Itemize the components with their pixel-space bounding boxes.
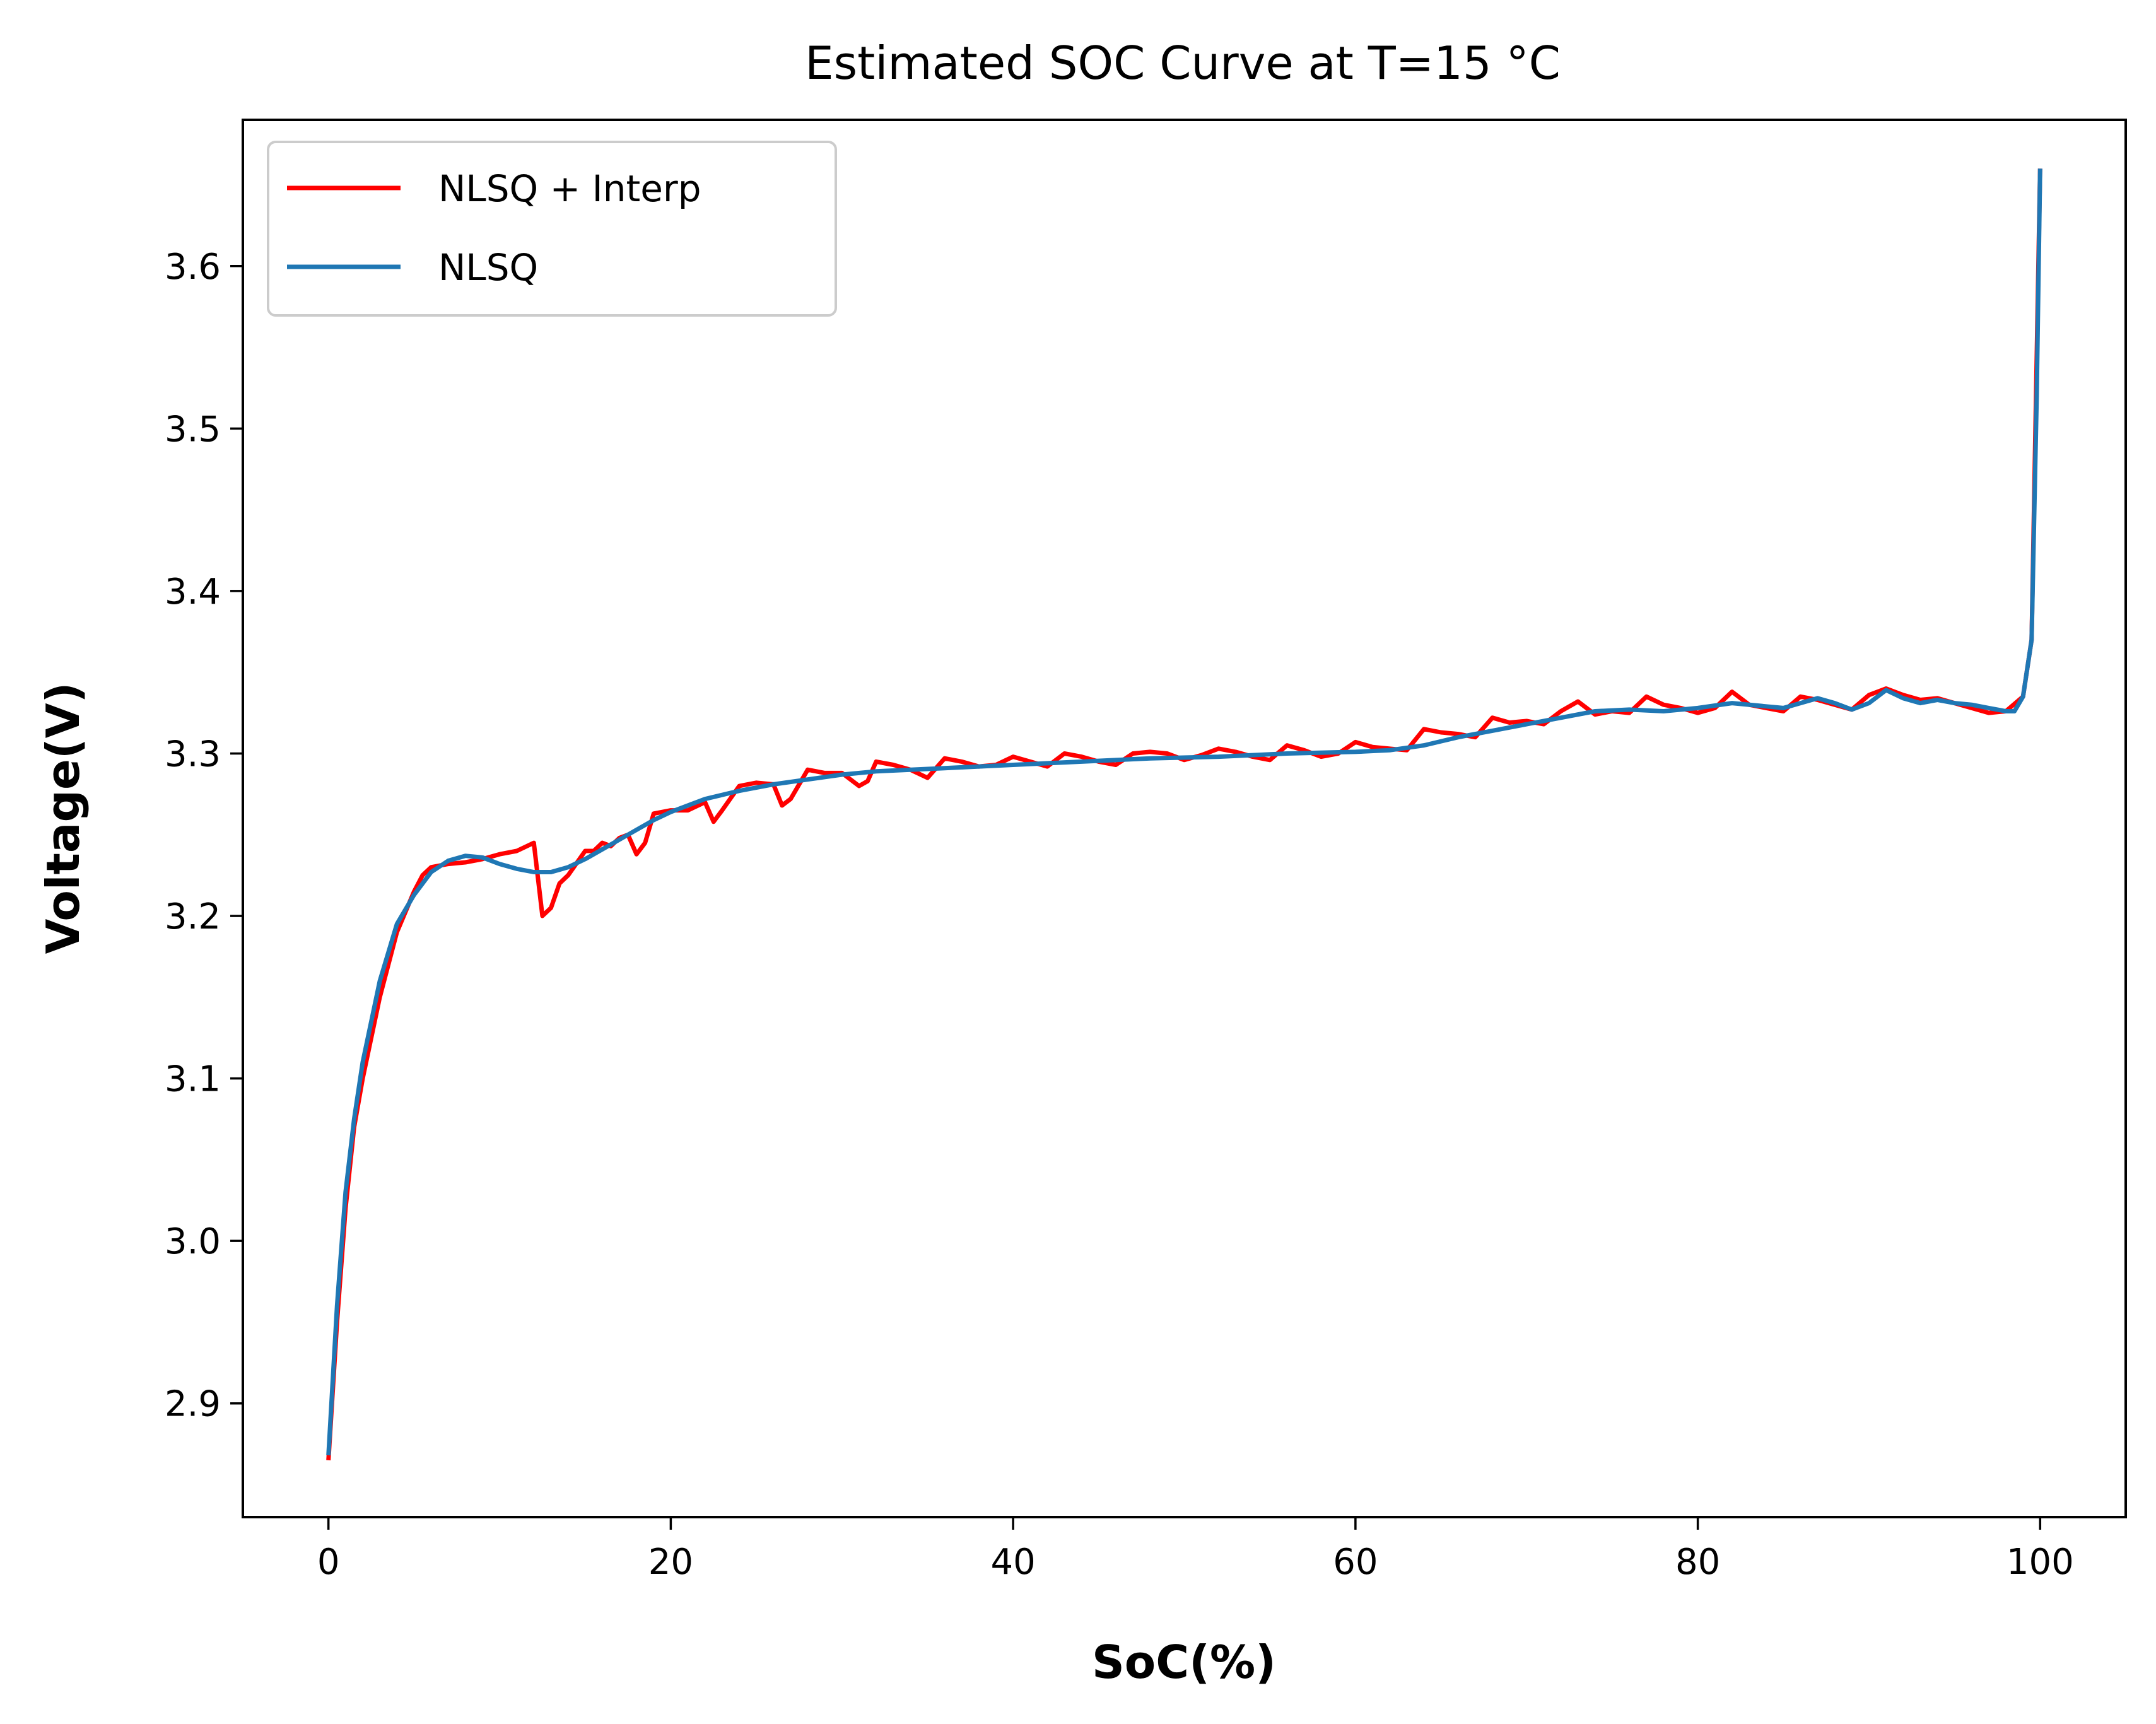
x-axis-label: SoC(%) — [1092, 1636, 1276, 1689]
x-tick-label: 40 — [991, 1542, 1036, 1583]
y-tick-label: 3.1 — [165, 1059, 221, 1100]
y-axis-label: Voltage(V) — [37, 683, 90, 954]
y-tick-label: 3.3 — [165, 734, 221, 775]
y-tick-label: 3.4 — [165, 572, 221, 613]
legend-label-0: NLSQ + Interp — [438, 167, 701, 210]
y-tick-label: 3.2 — [165, 896, 221, 937]
plot-area — [326, 168, 2042, 1461]
legend-label-1: NLSQ — [438, 246, 538, 289]
x-axis: 0 20 40 60 80 100 — [317, 1517, 2074, 1583]
x-tick-label: 100 — [2007, 1542, 2074, 1583]
x-tick-label: 80 — [1675, 1542, 1720, 1583]
chart-title: Estimated SOC Curve at T=15 °C — [805, 37, 1561, 90]
plot-frame — [242, 119, 2127, 1518]
y-tick-label: 2.9 — [165, 1384, 221, 1425]
y-tick-label: 3.6 — [165, 247, 221, 288]
y-axis: 2.9 3.0 3.1 3.2 3.3 3.4 3.5 3.6 — [165, 247, 243, 1425]
y-tick-label: 3.0 — [165, 1221, 221, 1262]
x-tick-label: 60 — [1333, 1542, 1378, 1583]
x-tick-label: 0 — [317, 1542, 340, 1583]
series-line-1 — [326, 168, 2042, 1456]
x-tick-label: 20 — [648, 1542, 693, 1583]
legend: NLSQ + Interp NLSQ — [267, 141, 837, 317]
y-tick-label: 3.5 — [165, 409, 221, 450]
legend-box — [267, 141, 837, 317]
